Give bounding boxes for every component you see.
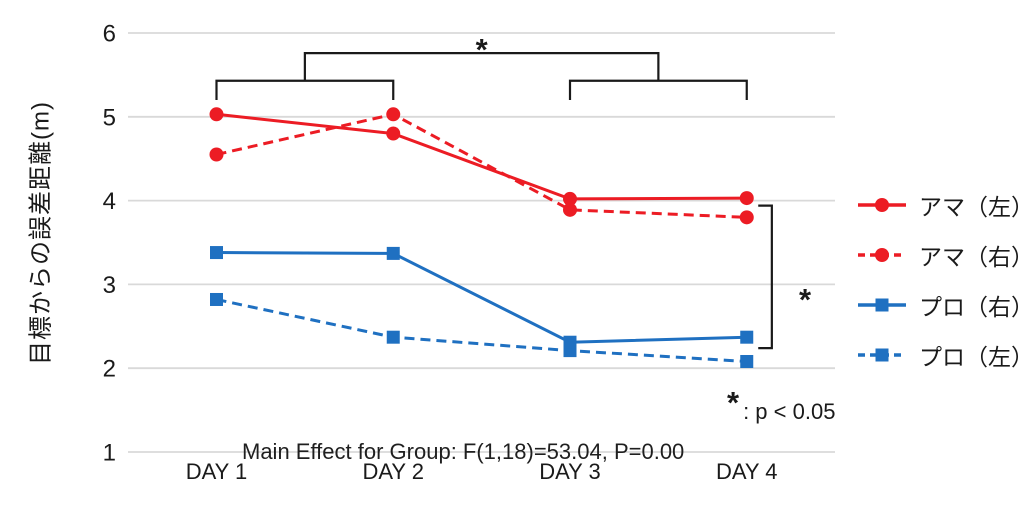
y-tick-label: 2 bbox=[103, 356, 116, 383]
legend-label: アマ（左） bbox=[919, 194, 1024, 220]
y-tick-label: 3 bbox=[103, 272, 116, 299]
series-marker bbox=[386, 246, 400, 260]
footnote-text: : p < 0.05 bbox=[743, 399, 836, 424]
significance-asterisk: * bbox=[476, 32, 489, 67]
series-line bbox=[216, 251, 747, 344]
series-marker bbox=[210, 292, 223, 306]
legend-swatch-solid-square bbox=[858, 298, 906, 312]
x-tick-label: DAY 3 bbox=[539, 459, 601, 484]
legend-item: アマ（右） bbox=[858, 240, 1024, 270]
legend-item: プロ（右） bbox=[858, 290, 1024, 320]
series-marker bbox=[386, 107, 401, 122]
series-marker bbox=[209, 147, 224, 162]
significance-footnote: * : p < 0.05 bbox=[727, 385, 836, 425]
series-marker bbox=[740, 354, 754, 368]
legend-label: プロ（右） bbox=[919, 294, 1024, 320]
significance-bracket bbox=[303, 52, 660, 81]
significance-bracket bbox=[215, 79, 395, 101]
legend-swatch-solid-circle bbox=[858, 198, 906, 212]
y-tick-label: 1 bbox=[103, 440, 116, 467]
legend-swatch-dashed-circle bbox=[858, 248, 906, 262]
legend-label: アマ（右） bbox=[919, 244, 1024, 270]
legend: アマ（左） アマ（右） プロ（右） プロ（左） bbox=[858, 190, 1024, 390]
series-marker bbox=[739, 210, 754, 225]
series-marker bbox=[386, 126, 401, 141]
series-marker bbox=[210, 246, 223, 260]
stats-line-group: Main Effect for Group: F(1,18)=53.04, P=… bbox=[242, 439, 685, 464]
x-tick-label: DAY 2 bbox=[362, 459, 424, 484]
asterisk-symbol: * bbox=[727, 385, 740, 420]
series-marker bbox=[563, 335, 577, 349]
legend-item: プロ（左） bbox=[858, 340, 1024, 370]
series-line bbox=[216, 112, 747, 201]
x-tick-label: DAY 1 bbox=[186, 459, 248, 484]
series-marker bbox=[740, 330, 754, 344]
stats-annotation: Main Effect for Group: F(1,18)=53.04, P=… bbox=[242, 384, 685, 512]
legend-label: プロ（左） bbox=[919, 344, 1024, 370]
legend-item: アマ（左） bbox=[858, 190, 1024, 220]
series-marker bbox=[209, 107, 224, 122]
series-marker bbox=[563, 191, 577, 206]
y-axis-title: 目標からの誤差距離(m) bbox=[27, 101, 55, 365]
series-line bbox=[216, 112, 747, 219]
significance-bracket bbox=[568, 79, 748, 101]
y-tick-label: 5 bbox=[103, 104, 116, 131]
series-marker bbox=[739, 191, 754, 206]
x-tick-label: DAY 4 bbox=[716, 459, 778, 484]
significance-asterisk: * bbox=[799, 282, 812, 317]
series-line bbox=[216, 298, 747, 363]
y-tick-label: 4 bbox=[103, 188, 116, 215]
legend-swatch-dashed-square bbox=[858, 348, 906, 362]
y-tick-label: 6 bbox=[103, 21, 116, 48]
significance-bracket bbox=[758, 204, 773, 350]
series-marker bbox=[563, 202, 577, 217]
series-marker bbox=[386, 330, 400, 344]
